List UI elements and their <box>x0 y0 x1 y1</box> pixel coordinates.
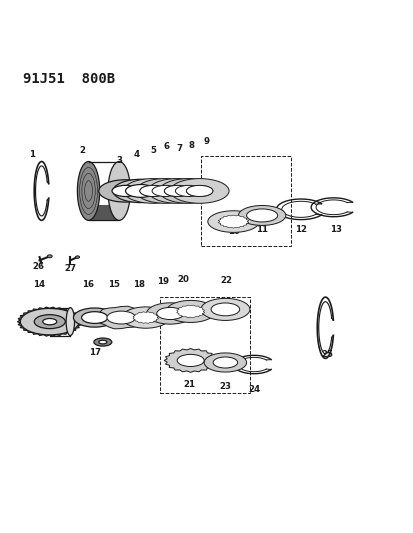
Ellipse shape <box>152 185 178 197</box>
Ellipse shape <box>164 185 190 197</box>
Ellipse shape <box>99 340 107 344</box>
Ellipse shape <box>73 308 116 327</box>
Ellipse shape <box>77 161 100 220</box>
Ellipse shape <box>146 303 193 324</box>
Text: 9: 9 <box>203 138 209 147</box>
Ellipse shape <box>170 179 228 203</box>
Ellipse shape <box>20 309 79 335</box>
Ellipse shape <box>186 185 212 197</box>
Ellipse shape <box>211 303 239 316</box>
Ellipse shape <box>122 307 169 328</box>
Ellipse shape <box>140 185 166 197</box>
Text: 24: 24 <box>248 384 260 393</box>
Ellipse shape <box>125 184 156 197</box>
Text: 10: 10 <box>227 227 239 236</box>
Ellipse shape <box>159 179 218 203</box>
Polygon shape <box>88 206 122 220</box>
Text: 21: 21 <box>183 381 195 390</box>
Text: 25: 25 <box>321 350 332 359</box>
Text: 6: 6 <box>163 141 169 150</box>
Text: 17: 17 <box>88 348 100 357</box>
Text: 2: 2 <box>79 146 85 155</box>
Polygon shape <box>218 215 248 228</box>
Ellipse shape <box>123 179 182 203</box>
Ellipse shape <box>246 209 277 222</box>
Ellipse shape <box>157 308 183 320</box>
Ellipse shape <box>113 179 168 203</box>
Ellipse shape <box>34 314 65 329</box>
Ellipse shape <box>94 338 112 346</box>
Ellipse shape <box>66 308 74 336</box>
Text: 20: 20 <box>177 275 189 284</box>
Ellipse shape <box>140 185 166 197</box>
Ellipse shape <box>200 298 249 320</box>
Text: 91J51  800B: 91J51 800B <box>23 72 115 86</box>
Ellipse shape <box>135 179 194 203</box>
Ellipse shape <box>47 255 52 258</box>
Polygon shape <box>164 349 217 373</box>
Text: 8: 8 <box>188 141 194 150</box>
Ellipse shape <box>238 206 285 225</box>
Text: 3: 3 <box>116 156 122 165</box>
Ellipse shape <box>213 357 237 368</box>
Ellipse shape <box>75 256 79 259</box>
Bar <box>200 156 290 246</box>
Ellipse shape <box>107 311 135 324</box>
Text: 7: 7 <box>176 144 182 154</box>
Text: 1: 1 <box>29 150 35 159</box>
Ellipse shape <box>177 354 204 367</box>
Ellipse shape <box>81 312 107 324</box>
Text: 18: 18 <box>133 280 145 289</box>
Text: 27: 27 <box>64 264 76 273</box>
Polygon shape <box>96 306 146 329</box>
Text: 26: 26 <box>33 262 45 271</box>
Text: 12: 12 <box>294 225 306 234</box>
Text: 14: 14 <box>33 280 45 289</box>
Ellipse shape <box>99 180 152 202</box>
Ellipse shape <box>148 179 206 203</box>
Text: 23: 23 <box>219 383 231 392</box>
Text: 19: 19 <box>157 277 169 286</box>
Polygon shape <box>17 307 82 336</box>
Polygon shape <box>133 312 158 324</box>
Text: 15: 15 <box>108 280 119 289</box>
Ellipse shape <box>186 185 212 197</box>
Text: 4: 4 <box>133 150 140 159</box>
Ellipse shape <box>108 161 130 220</box>
Ellipse shape <box>164 185 190 197</box>
Ellipse shape <box>175 185 202 197</box>
Ellipse shape <box>204 353 246 372</box>
Text: 11: 11 <box>256 225 268 234</box>
Text: 22: 22 <box>220 276 232 285</box>
Ellipse shape <box>207 211 259 232</box>
Ellipse shape <box>43 319 57 325</box>
Ellipse shape <box>112 185 138 197</box>
Polygon shape <box>176 305 204 318</box>
Ellipse shape <box>166 301 215 322</box>
Text: 16: 16 <box>81 280 93 289</box>
Text: 13: 13 <box>329 225 341 234</box>
Text: 5: 5 <box>150 146 156 155</box>
Bar <box>160 297 249 393</box>
